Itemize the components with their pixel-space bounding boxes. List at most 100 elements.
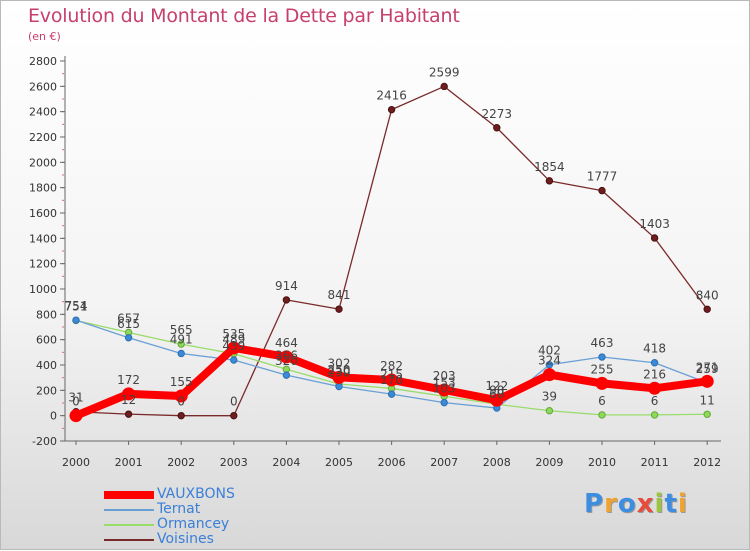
y-tick-label: 2800 — [29, 55, 57, 68]
x-tick-label: 2004 — [272, 456, 300, 469]
data-label: 6 — [598, 394, 606, 408]
y-tick-label: 1800 — [29, 182, 57, 195]
x-tick-label: 2010 — [588, 456, 616, 469]
data-label: 2273 — [482, 107, 513, 121]
data-point — [230, 411, 238, 420]
data-label: 302 — [328, 356, 351, 370]
data-point — [177, 340, 185, 348]
data-point — [282, 371, 291, 379]
data-point — [332, 370, 346, 384]
data-label: 914 — [275, 279, 298, 293]
data-label: 60 — [489, 387, 504, 401]
series-ormancey — [72, 316, 711, 419]
data-label: 840 — [696, 288, 719, 302]
data-label: 155 — [170, 375, 193, 389]
data-label: 657 — [117, 311, 140, 325]
series-voisines — [72, 82, 711, 420]
x-tick-label: 2000 — [62, 456, 90, 469]
data-point — [230, 356, 238, 364]
data-label: 271 — [696, 360, 719, 374]
data-label: 418 — [643, 342, 666, 356]
y-tick-label: 2200 — [29, 131, 57, 144]
data-label: 366 — [275, 348, 298, 362]
data-point — [440, 82, 448, 91]
data-label: 39 — [542, 390, 557, 404]
data-label: 11 — [700, 393, 715, 407]
data-label: 535 — [222, 327, 245, 341]
data-point — [598, 353, 606, 361]
data-label: 216 — [643, 367, 666, 381]
chart-title: Evolution du Montant de la Dette par Hab… — [28, 5, 460, 27]
data-point — [650, 234, 659, 242]
data-label: 282 — [380, 359, 403, 373]
legend-label: Ormancey — [157, 516, 230, 532]
y-tick-label: -200 — [32, 435, 57, 448]
data-label: 754 — [65, 299, 88, 313]
data-label: 320 — [275, 354, 298, 368]
chart-subtitle: (en €) — [28, 30, 61, 43]
y-tick-label: 1000 — [29, 283, 57, 296]
data-label: 90 — [489, 383, 504, 397]
data-label: 463 — [591, 336, 614, 350]
legend-swatch — [104, 539, 154, 541]
y-tick-label: 1200 — [29, 258, 57, 271]
data-point — [122, 387, 136, 401]
legend-swatch — [104, 491, 154, 499]
data-point — [387, 390, 396, 398]
data-point — [598, 411, 606, 419]
data-point — [174, 389, 188, 403]
data-point — [124, 334, 133, 342]
data-label: 31 — [68, 391, 83, 405]
y-tick-label: 400 — [36, 359, 57, 372]
data-label: 439 — [222, 339, 245, 353]
data-label: 1403 — [639, 217, 670, 231]
data-point — [124, 410, 133, 418]
data-label: 615 — [117, 317, 140, 331]
y-tick-label: 800 — [36, 308, 57, 321]
legend-label: VAUXBONS — [157, 486, 235, 502]
data-point — [545, 361, 554, 369]
data-label: 0 — [230, 395, 238, 409]
data-point — [598, 186, 606, 195]
data-point — [703, 410, 711, 418]
data-point — [493, 124, 501, 132]
data-label: 215 — [380, 367, 403, 381]
data-point — [542, 368, 556, 382]
y-tick-label: 200 — [36, 384, 57, 397]
data-label: 103 — [433, 382, 456, 396]
data-label: 841 — [328, 288, 351, 302]
legend-label: Ternat — [157, 501, 201, 517]
y-tick-label: 2400 — [29, 106, 57, 119]
data-point — [69, 409, 83, 423]
data-point — [648, 381, 662, 395]
data-point — [387, 105, 396, 114]
data-label: 491 — [170, 332, 193, 346]
data-point — [700, 374, 714, 388]
data-point — [440, 398, 448, 407]
proxiti-logo: Proxiti — [584, 489, 688, 519]
legend-swatch — [104, 524, 154, 526]
data-label: 172 — [117, 373, 140, 387]
y-tick-label: 1600 — [29, 207, 57, 220]
data-point — [545, 407, 554, 415]
data-point — [650, 411, 659, 419]
legend-label: Voisines — [157, 531, 214, 547]
x-tick-label: 2002 — [167, 456, 195, 469]
data-label: 1854 — [534, 160, 565, 174]
data-label: 6 — [651, 394, 659, 408]
x-tick-label: 2011 — [641, 456, 669, 469]
data-label: 122 — [485, 379, 508, 393]
data-point — [72, 316, 80, 324]
y-tick-label: 0 — [50, 410, 57, 423]
data-point — [279, 350, 293, 364]
data-point — [437, 383, 451, 397]
data-point — [650, 359, 659, 367]
data-point — [595, 376, 609, 390]
x-tick-label: 2005 — [325, 456, 353, 469]
y-tick-label: 2600 — [29, 80, 57, 93]
data-label: 259 — [696, 362, 719, 376]
data-label: 751 — [65, 300, 88, 314]
data-point — [385, 373, 399, 387]
